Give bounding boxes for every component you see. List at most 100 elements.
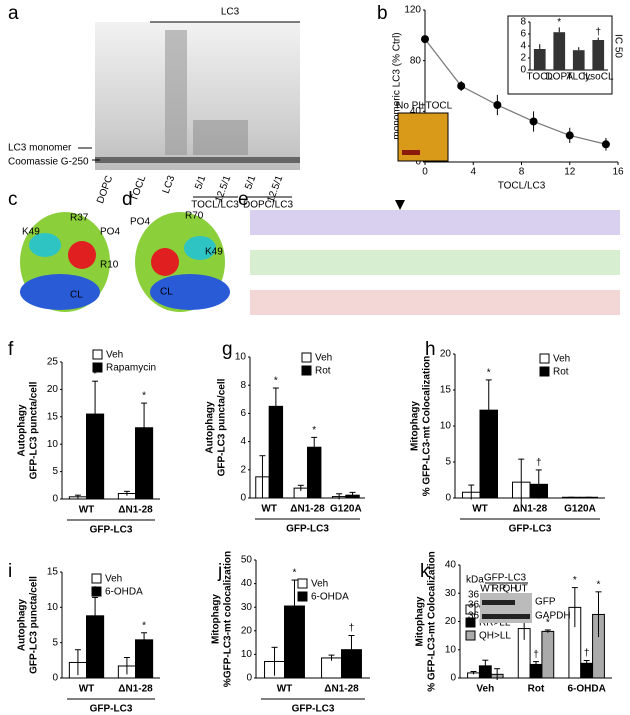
lane-label: DOPC bbox=[95, 174, 115, 205]
x-tick-label: 6-OHDA bbox=[567, 684, 605, 695]
x-tick-label: 12 bbox=[564, 167, 576, 178]
point bbox=[421, 35, 429, 44]
legend-label: 6-OHDA bbox=[311, 592, 349, 603]
x-tick-label: G120A bbox=[564, 504, 596, 515]
structure-c bbox=[20, 212, 110, 312]
group-label: GFP-LC3 bbox=[509, 524, 552, 535]
residue-label: K49 bbox=[205, 247, 223, 258]
y-tick-label: 40 bbox=[445, 560, 457, 571]
panel-label: i bbox=[8, 561, 12, 582]
significance: † bbox=[349, 623, 355, 634]
significance: * bbox=[312, 425, 316, 436]
x-tick-label: 8 bbox=[519, 167, 525, 178]
y-tick-label: 15 bbox=[47, 411, 59, 422]
y-tick-label: 6 bbox=[520, 29, 526, 40]
y-axis-label: IC 50 bbox=[612, 34, 623, 58]
y-tick-label: 15 bbox=[47, 567, 59, 578]
y-tick-label: 2 bbox=[240, 464, 246, 475]
y-tick-label: 15 bbox=[440, 385, 452, 396]
y-tick-label: 10 bbox=[241, 649, 253, 660]
legend-swatch bbox=[301, 352, 312, 363]
blot-band bbox=[482, 600, 515, 605]
significance: * bbox=[93, 369, 97, 380]
fit-line bbox=[424, 38, 607, 145]
y-axis-label: Mitophagy bbox=[415, 596, 426, 646]
lane-label: LC3 bbox=[161, 174, 178, 195]
y-tick-label: 40 bbox=[241, 578, 253, 589]
bar bbox=[572, 50, 585, 70]
residue-label: R10 bbox=[100, 260, 119, 271]
y-tick-label: 20 bbox=[47, 384, 59, 395]
x-tick-label: G120A bbox=[330, 504, 362, 515]
y-tick-label: 10 bbox=[47, 439, 59, 450]
point bbox=[565, 131, 574, 140]
legend-swatch bbox=[92, 349, 103, 360]
panel-label: g bbox=[222, 339, 233, 360]
y-axis-label: Autophagy bbox=[17, 598, 28, 651]
point bbox=[457, 82, 466, 90]
legend-swatch bbox=[465, 630, 476, 641]
sequence-logo bbox=[250, 200, 620, 315]
y-axis-label: GFP-LC3 puncta/cell bbox=[217, 378, 228, 476]
legend-swatch bbox=[297, 578, 308, 589]
x-tick-label: WT bbox=[79, 505, 95, 516]
group-label: GFP-LC3 bbox=[286, 524, 329, 535]
y-tick-label: 8 bbox=[240, 380, 246, 391]
x-tick-label: WT bbox=[472, 504, 488, 515]
panel-label: h bbox=[425, 339, 436, 360]
y-tick-label: 5 bbox=[52, 466, 58, 477]
y-tick-label: 4 bbox=[520, 41, 526, 52]
x-tick-label: Rot bbox=[528, 684, 545, 695]
y-tick-label: 0 bbox=[52, 494, 58, 505]
lane-label: TOCL bbox=[129, 174, 149, 203]
lane-label: WT bbox=[480, 584, 496, 595]
significance: † bbox=[536, 458, 542, 469]
y-tick-label: 5 bbox=[52, 637, 58, 648]
blot-band bbox=[482, 614, 530, 619]
y-axis-label: % GFP-LC3-mt Colocalization bbox=[427, 551, 438, 692]
bar bbox=[553, 32, 566, 70]
x-tick-label: ΔN1-28 bbox=[324, 684, 359, 695]
legend-swatch bbox=[539, 366, 550, 377]
x-axis-label: TOCL/LC3 bbox=[498, 181, 546, 192]
x-tick-label: DOPA bbox=[545, 72, 573, 83]
y-tick-label: 40 bbox=[410, 106, 422, 117]
group-label: DOPC/LC3 bbox=[243, 200, 293, 211]
legend-swatch bbox=[92, 362, 103, 373]
bar bbox=[592, 40, 605, 70]
panel-label: a bbox=[8, 3, 19, 24]
group-label: GFP-LC3 bbox=[90, 704, 133, 715]
x-tick-label: TLCL bbox=[567, 72, 592, 83]
y-axis-label: monomeric LC3 (% Ctrl) bbox=[392, 32, 403, 139]
y-tick-label: 30 bbox=[241, 602, 253, 613]
legend-swatch bbox=[91, 573, 102, 584]
y-axis-label: Mitophagy bbox=[410, 401, 421, 451]
panel-label: e bbox=[238, 189, 249, 210]
y-axis-label: % GFP-LC3-mt Colocalization bbox=[422, 356, 433, 497]
residue-label: R70 bbox=[185, 211, 204, 222]
significance: * bbox=[142, 391, 146, 402]
bar bbox=[321, 657, 342, 679]
y-axis-label: Autophagy bbox=[17, 404, 28, 457]
unit-label: kDa bbox=[466, 575, 484, 586]
group-label: TOCL/LC3 bbox=[191, 200, 239, 211]
x-tick-label: ΔN1-28 bbox=[290, 504, 325, 515]
legend-label: Veh bbox=[311, 579, 328, 590]
legend-label: 6-OHDA bbox=[105, 587, 143, 598]
point bbox=[601, 140, 610, 149]
lane-label: UT bbox=[514, 584, 527, 595]
panel-label: k bbox=[420, 561, 430, 582]
band-label: GFP bbox=[535, 597, 556, 608]
significance: † bbox=[595, 27, 601, 38]
x-tick-label: lysoCL bbox=[583, 72, 614, 83]
y-axis-label: GFP-LC3 puncta/cell bbox=[29, 576, 40, 674]
legend-swatch bbox=[465, 604, 476, 615]
y-tick-label: 10 bbox=[445, 644, 457, 655]
y-tick-label: 25 bbox=[47, 357, 59, 368]
legend-label: Veh bbox=[105, 574, 122, 585]
structure-d bbox=[135, 212, 230, 312]
y-tick-label: 0 bbox=[445, 493, 451, 504]
x-tick-label: ΔN1-28 bbox=[513, 504, 548, 515]
x-tick-label: 4 bbox=[470, 167, 476, 178]
